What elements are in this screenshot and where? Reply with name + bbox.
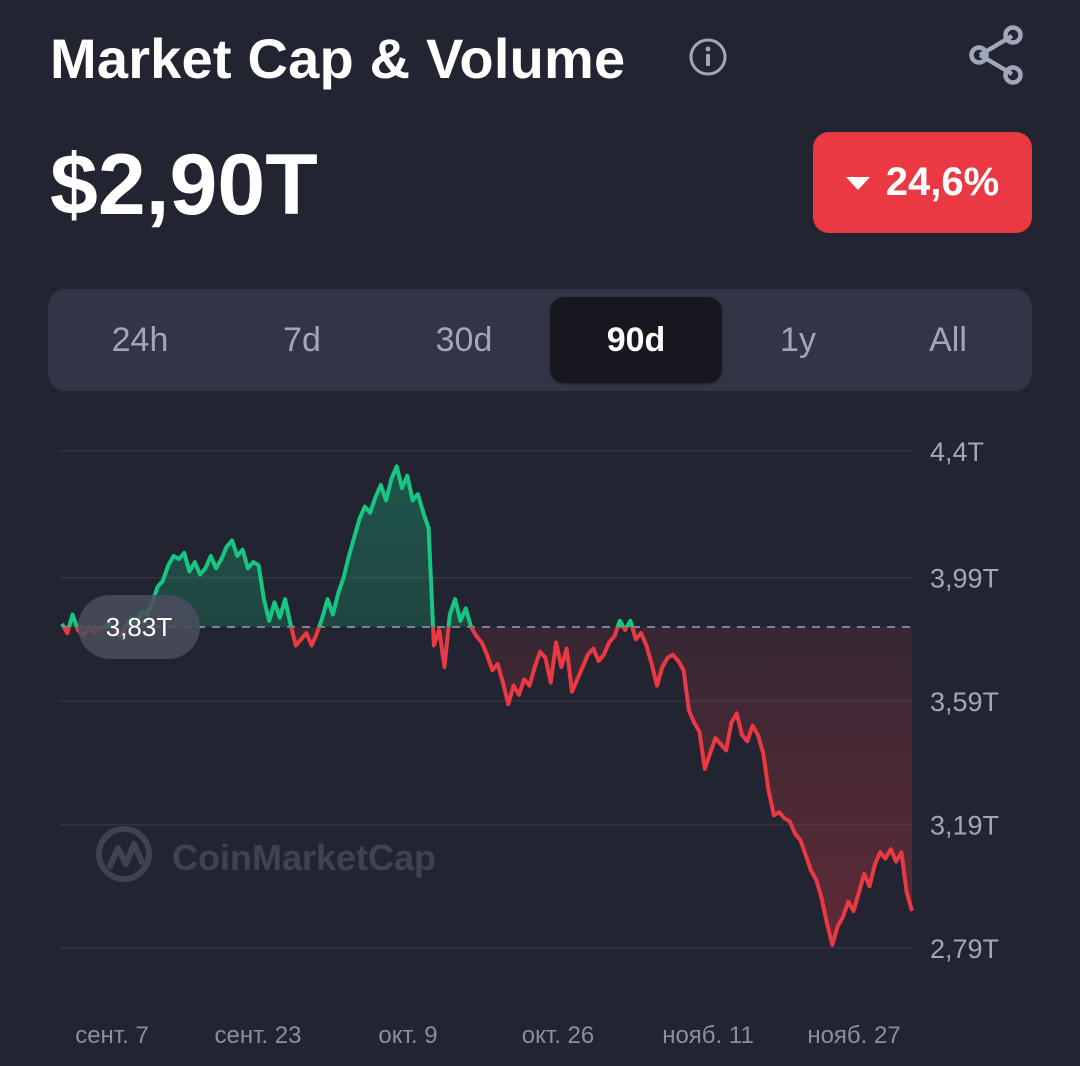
- series-line-up: [60, 464, 635, 627]
- tab-30d[interactable]: 30d: [435, 320, 493, 359]
- watermark-text: CoinMarketCap: [172, 837, 436, 878]
- area-fill-up: [62, 466, 633, 627]
- page-title: Market Cap & Volume: [50, 27, 626, 90]
- x-tick-label: окт. 9: [378, 1022, 437, 1049]
- caret-down-icon: [845, 177, 870, 190]
- series-line-down: [61, 626, 914, 947]
- y-tick-label: 3,99T: [930, 564, 999, 594]
- change-percent: 24,6%: [885, 160, 1000, 204]
- x-tick-label: нояб. 11: [662, 1022, 754, 1049]
- area-fill-down: [62, 626, 912, 945]
- info-circle-icon[interactable]: [688, 37, 728, 77]
- y-tick-label: 3,19T: [930, 811, 999, 841]
- tab-90d[interactable]: 90d: [550, 297, 722, 383]
- x-tick-label: сент. 23: [215, 1022, 302, 1049]
- tab-all[interactable]: All: [929, 320, 967, 359]
- market-cap-value: $2,90T: [50, 137, 318, 233]
- market-cap-chart[interactable]: CoinMarketCap 3,83T 4,4T 3,99T 3,59T 3,19T 2…: [0, 410, 1080, 1066]
- x-tick-label: сент. 7: [75, 1022, 149, 1049]
- y-tick-label: 3,59T: [930, 687, 999, 717]
- coinmarketcap-logo-icon: [96, 826, 152, 882]
- tab-1y[interactable]: 1y: [780, 320, 816, 359]
- tab-24h[interactable]: 24h: [111, 320, 169, 359]
- tab-7d[interactable]: 7d: [283, 320, 321, 359]
- time-range-selector: 24h 7d 30d 90d 1y All: [48, 289, 1032, 391]
- change-badge: 24,6%: [813, 132, 1032, 233]
- x-tick-label: нояб. 27: [807, 1022, 900, 1049]
- baseline-pill: 3,83T: [78, 594, 200, 659]
- share-icon[interactable]: [966, 24, 1028, 86]
- coinmarketcap-watermark: CoinMarketCap: [96, 826, 436, 882]
- baseline-label: 3,83T: [106, 612, 173, 642]
- y-tick-label: 2,79T: [930, 934, 999, 964]
- y-tick-label: 4,4T: [930, 437, 984, 467]
- x-tick-label: окт. 26: [522, 1022, 594, 1049]
